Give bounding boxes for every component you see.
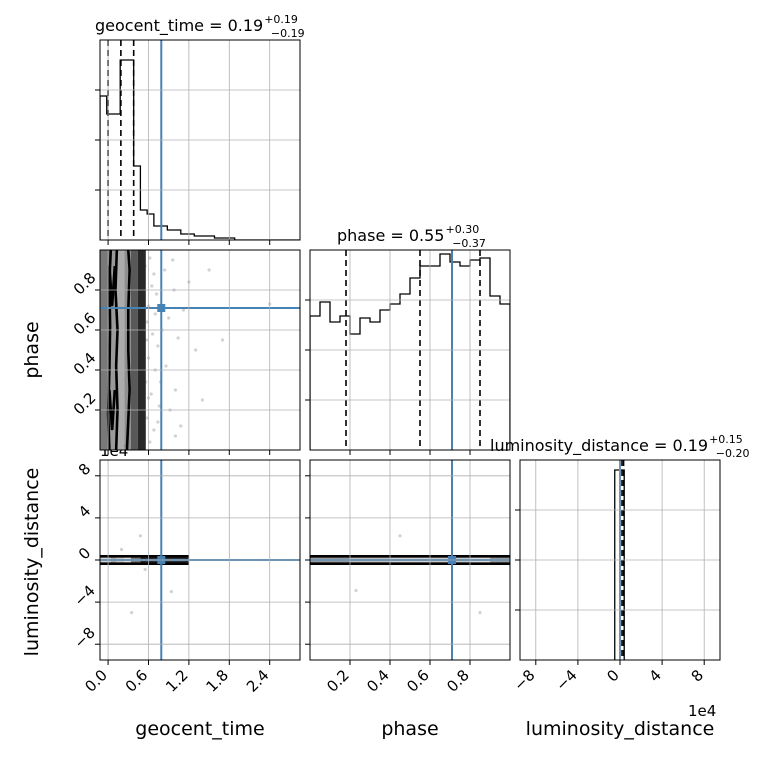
sample-point bbox=[152, 428, 156, 432]
sample-point bbox=[145, 320, 149, 324]
sample-point bbox=[148, 440, 152, 444]
truth-marker bbox=[157, 304, 166, 312]
sample-point bbox=[130, 611, 134, 615]
sample-point bbox=[169, 589, 173, 594]
sample-point bbox=[176, 336, 180, 340]
sample-point bbox=[173, 434, 178, 438]
sample-point bbox=[157, 404, 161, 408]
density-cell bbox=[137, 250, 146, 450]
x-tick-label: 0.6 bbox=[122, 666, 152, 696]
y-tick-label: 4 bbox=[75, 502, 94, 521]
sample-point bbox=[171, 258, 175, 262]
sample-point bbox=[200, 398, 204, 402]
y-tick-label: 0 bbox=[75, 544, 94, 563]
y-tick-label: −4 bbox=[70, 582, 98, 610]
sample-point bbox=[478, 611, 482, 615]
x-tick-label: 0.8 bbox=[443, 666, 473, 696]
sample-point bbox=[145, 416, 149, 420]
scatter-panel-geocent-time-vs-phase bbox=[100, 250, 300, 450]
x-tick-label: 0 bbox=[603, 666, 622, 685]
density-cell bbox=[116, 250, 125, 450]
contour-line bbox=[125, 250, 131, 450]
y-tick-label: 8 bbox=[75, 460, 94, 479]
sample-point bbox=[220, 338, 225, 342]
contour-line bbox=[114, 250, 119, 450]
density-cell bbox=[110, 250, 117, 450]
sample-point bbox=[150, 332, 155, 336]
density-cell bbox=[100, 250, 111, 450]
title-phase: phase = 0.55+0.30 −0.37 bbox=[337, 223, 486, 250]
title-geocent-time: geocent_time = 0.19+0.19 −0.19 bbox=[95, 13, 305, 40]
x-tick-label: −4 bbox=[552, 666, 580, 694]
y-tick-label: 0.2 bbox=[70, 389, 100, 419]
x-tick-label: 0.0 bbox=[81, 666, 111, 696]
sample-point bbox=[398, 534, 402, 538]
x-tick-label: 0.6 bbox=[403, 666, 433, 696]
x-axis-label-phase: phase bbox=[381, 718, 438, 740]
panel-frame bbox=[99, 249, 301, 451]
contour-line bbox=[108, 389, 117, 431]
sample-point bbox=[153, 312, 157, 316]
sample-point bbox=[143, 567, 147, 572]
x-tick-label: 1.2 bbox=[162, 666, 192, 696]
histogram-geocent-time bbox=[100, 59, 300, 240]
sample-point bbox=[207, 268, 211, 272]
sample-point bbox=[354, 588, 358, 593]
x-axis-label-luminosity-distance: luminosity_distance bbox=[526, 718, 715, 740]
x-tick-label: −8 bbox=[510, 666, 538, 694]
contour-line bbox=[108, 265, 117, 307]
sample-point bbox=[181, 308, 186, 312]
x-tick-label: 0.4 bbox=[363, 666, 393, 696]
sample-point bbox=[163, 268, 167, 272]
sample-point bbox=[148, 256, 152, 260]
sample-point bbox=[156, 420, 160, 424]
sample-point bbox=[119, 547, 124, 552]
x-tick-label: 1.8 bbox=[203, 666, 233, 696]
density-cell bbox=[130, 250, 138, 450]
x-tick-label: 8 bbox=[688, 666, 707, 685]
plot-layer: −8 −4 0 4 8 0.2 0.4 0.6 0.8 0.0 0.6 1.2 1.8 2.4 −8 −4 0 4… bbox=[70, 39, 721, 696]
sample-point bbox=[179, 424, 183, 428]
sample-point bbox=[156, 344, 160, 348]
sample-point bbox=[152, 272, 156, 276]
y-tick-label: 0.6 bbox=[70, 309, 100, 339]
x-tick-label: 2.4 bbox=[243, 666, 273, 696]
sample-point bbox=[149, 392, 153, 396]
sample-point bbox=[194, 348, 198, 352]
offset-text-lumdist-x: 1e4 bbox=[688, 702, 716, 720]
y-axis-label-luminosity-distance: luminosity_distance bbox=[21, 468, 43, 657]
sample-point bbox=[138, 534, 143, 538]
y-tick-label: 0.8 bbox=[70, 269, 100, 299]
sample-point bbox=[150, 284, 154, 288]
x-axis-label-geocent-time: geocent_time bbox=[135, 718, 264, 740]
y-axis-label-phase: phase bbox=[21, 321, 43, 378]
y-tick-label: 0.4 bbox=[70, 349, 100, 379]
y-tick-label: −8 bbox=[70, 624, 98, 652]
x-tick-label: 0.2 bbox=[323, 666, 353, 696]
sample-point bbox=[164, 364, 168, 368]
sample-point bbox=[167, 316, 171, 320]
title-luminosity-distance: luminosity_distance = 0.19+0.15 −0.20 bbox=[490, 433, 750, 460]
sample-point bbox=[154, 292, 159, 296]
sample-point bbox=[173, 388, 178, 392]
histogram-phase bbox=[310, 253, 510, 450]
x-tick-label: 4 bbox=[645, 666, 664, 685]
